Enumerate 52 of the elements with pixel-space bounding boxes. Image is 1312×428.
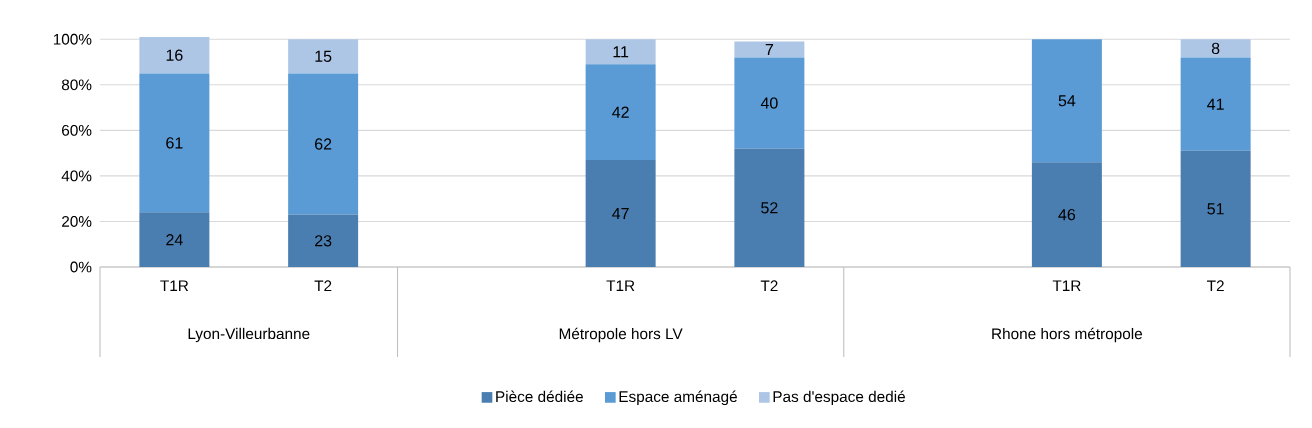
y-tick-label: 0%	[70, 261, 92, 273]
x-tick-label: T1R	[606, 280, 635, 291]
bar	[585, 64, 656, 160]
bar	[288, 39, 359, 74]
bar	[1031, 39, 1102, 163]
bar	[288, 214, 359, 267]
x-tick-label: T1R	[1052, 280, 1081, 291]
bar	[139, 73, 210, 213]
bar	[585, 39, 656, 65]
bar	[734, 57, 805, 149]
x-tick-label: T2	[1207, 280, 1224, 292]
bar	[139, 37, 210, 74]
text: Métropole hors LV	[559, 327, 683, 343]
legend-label: Pas d'espace dedié	[773, 390, 905, 406]
y-tick-label: 40%	[61, 170, 92, 182]
text: Rhone hors métropole	[992, 327, 1143, 343]
bar	[734, 148, 805, 267]
legend-label: Pièce dédiée	[496, 390, 583, 403]
data-label: 40	[760, 97, 778, 109]
data-label: 15	[315, 50, 332, 62]
data-label: 8	[1211, 42, 1220, 55]
data-label: 62	[315, 138, 332, 150]
bar	[1180, 150, 1251, 267]
data-label: 51	[1207, 203, 1224, 215]
y-tick-label: 100%	[53, 33, 92, 45]
data-label: 16	[166, 49, 183, 61]
y-tick-label: 20%	[62, 216, 92, 227]
data-label: 42	[612, 106, 629, 118]
text: Lyon-Villeurbanne	[188, 327, 310, 343]
y-tick-label: 80%	[61, 79, 92, 91]
data-label: 52	[761, 202, 778, 214]
legend-label: Espace aménagé	[619, 390, 737, 406]
data-label: 24	[166, 234, 183, 246]
data-label: 46	[1058, 208, 1076, 221]
data-label: 7	[765, 44, 774, 56]
bar	[585, 159, 656, 267]
bar	[1180, 57, 1251, 151]
bar	[288, 73, 359, 215]
data-label: 23	[315, 235, 332, 247]
data-label: 54	[1058, 95, 1076, 107]
x-tick-label: T1R	[160, 280, 189, 291]
x-tick-label: T2	[760, 280, 778, 292]
data-label: 47	[612, 207, 629, 219]
data-label: 61	[166, 137, 183, 149]
data-label: 41	[1207, 98, 1224, 110]
bar	[734, 41, 805, 58]
data-label: 11	[613, 46, 629, 58]
bar	[139, 212, 210, 267]
x-tick-label: T2	[314, 280, 332, 292]
bar	[1031, 162, 1102, 267]
bar	[1180, 39, 1251, 58]
y-tick-label: 60%	[62, 124, 92, 136]
